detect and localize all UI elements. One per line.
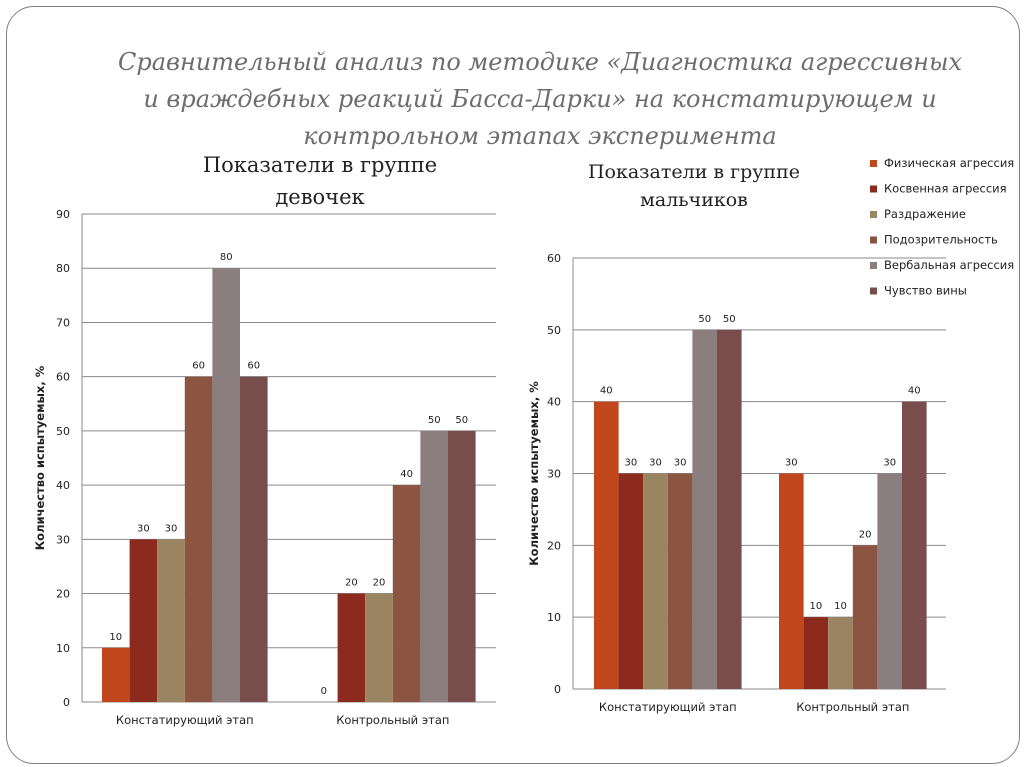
data-label: 10 [834, 601, 847, 612]
data-label: 40 [600, 386, 613, 397]
legend-swatch [870, 236, 877, 244]
data-label: 60 [192, 361, 205, 372]
category-label: Контрольный этап [336, 713, 449, 727]
y-tick-label: 20 [56, 588, 70, 601]
bar [692, 329, 717, 689]
category-label: Констатирующий этап [116, 713, 254, 727]
y-tick-label: 40 [56, 479, 70, 492]
chart-title-line: Показатели в группе [588, 161, 800, 183]
legend-label: Раздражение [884, 207, 966, 221]
bar [852, 545, 878, 689]
data-label: 30 [625, 458, 638, 469]
data-label: 50 [455, 415, 468, 426]
data-label: 10 [109, 632, 122, 643]
y-tick-label: 20 [547, 539, 561, 552]
legend-label: Чувство вины [884, 284, 967, 298]
data-label: 0 [321, 686, 327, 697]
y-tick-label: 90 [56, 208, 70, 221]
legend-swatch [870, 185, 877, 193]
data-label: 50 [428, 415, 441, 426]
data-label: 20 [373, 578, 386, 589]
y-axis-label: Количество испытуемых, % [33, 365, 47, 550]
bar [779, 473, 804, 689]
legend-swatch [870, 287, 877, 295]
bar [667, 473, 693, 689]
bar [184, 376, 213, 702]
bar [717, 329, 742, 689]
bar [803, 617, 829, 689]
slide-title: Сравнительный анализ по методике «Диагно… [117, 48, 963, 150]
bar [102, 647, 130, 702]
y-tick-label: 30 [56, 533, 70, 546]
bar [828, 617, 853, 689]
y-tick-label: 0 [63, 696, 70, 709]
legend-label: Физическая агрессия [884, 156, 1014, 170]
category-label: Контрольный этап [796, 700, 909, 714]
chart-1: Показатели в группе девочек 0 10 20 30 40 50 60 7… [33, 153, 496, 727]
y-tick-label: 0 [554, 683, 561, 696]
data-label: 40 [908, 386, 921, 397]
data-label: 20 [859, 529, 872, 540]
data-label: 50 [698, 314, 711, 325]
data-label: 50 [723, 314, 736, 325]
bar [157, 539, 185, 702]
data-label: 30 [137, 523, 150, 534]
y-tick-label: 70 [56, 316, 70, 329]
chart-title-line: мальчиков [640, 189, 748, 211]
y-tick-label: 60 [56, 371, 70, 384]
bar [129, 539, 158, 702]
y-tick-label: 40 [547, 396, 561, 409]
y-tick-label: 30 [547, 468, 561, 481]
bar [365, 593, 393, 702]
data-label: 30 [165, 523, 178, 534]
data-label: 10 [810, 601, 823, 612]
data-label: 20 [345, 578, 358, 589]
y-tick-label: 10 [547, 611, 561, 624]
legend-label: Подозрительность [884, 233, 998, 247]
chart-title-line: Показатели в группе [203, 153, 437, 177]
bar [337, 593, 366, 702]
y-tick-label: 60 [547, 252, 561, 265]
legend-swatch [870, 211, 877, 218]
legend: Физическая агрессия Косвенная агрессия Раз… [870, 156, 1014, 298]
bar [392, 485, 421, 702]
bar [594, 401, 619, 689]
data-label: 40 [400, 469, 413, 480]
y-tick-label: 10 [56, 642, 70, 655]
chart-2: Показатели в группе мальчиков 0 10 20 30 40 50 6… [527, 161, 946, 714]
y-axis-label: Количество испытуемых, % [527, 381, 541, 566]
y-tick-label: 50 [56, 425, 70, 438]
bar [420, 430, 448, 702]
legend-label: Косвенная агрессия [884, 182, 1007, 196]
y-tick-label: 50 [547, 324, 561, 337]
bar [240, 376, 268, 702]
bar [902, 401, 927, 689]
data-label: 30 [785, 458, 798, 469]
data-label: 30 [883, 458, 896, 469]
legend-label: Вербальная агрессия [884, 258, 1014, 272]
bar [877, 473, 902, 689]
bar [643, 473, 668, 689]
data-label: 30 [649, 458, 662, 469]
data-label: 60 [247, 361, 260, 372]
legend-swatch [870, 160, 877, 167]
legend-swatch [870, 262, 877, 269]
y-tick-label: 80 [56, 262, 70, 275]
bar [618, 473, 644, 689]
data-label: 30 [674, 458, 687, 469]
category-label: Констатирующий этап [599, 700, 737, 714]
data-label: 80 [220, 252, 233, 263]
bar [448, 430, 476, 702]
bar [212, 268, 240, 702]
chart-title-line: девочек [275, 185, 364, 209]
